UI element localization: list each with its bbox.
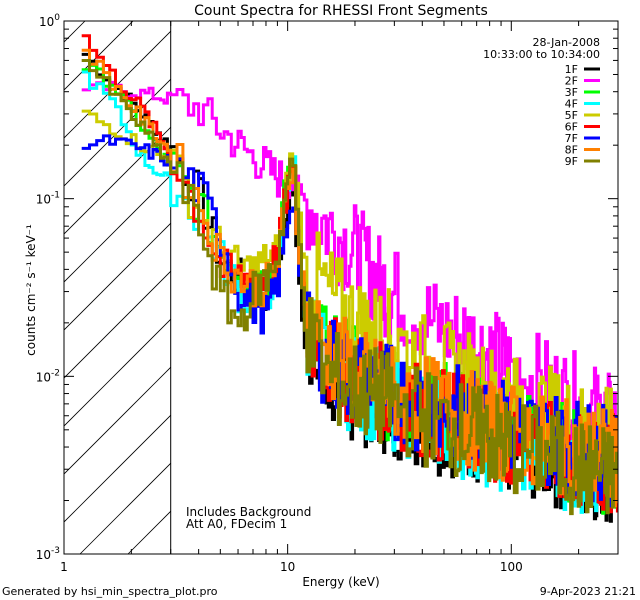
time-range-annotation: 10:33:00 to 10:34:00 bbox=[483, 48, 600, 61]
hatch-line bbox=[64, 30, 171, 139]
hatch-line bbox=[64, 222, 171, 331]
legend-label-8F: 8F bbox=[565, 144, 578, 157]
y-axis-label: counts cm⁻² s⁻¹ keV⁻¹ bbox=[24, 224, 38, 356]
x-tick-label: 1 bbox=[60, 560, 68, 574]
x-tick-label: 100 bbox=[500, 560, 523, 574]
x-axis-label: Energy (keV) bbox=[302, 575, 379, 589]
y-tick-label: 10-2 bbox=[36, 368, 60, 384]
x-tick-labels: 1 10 100 bbox=[60, 560, 523, 574]
y-tick-label: 10-3 bbox=[36, 546, 60, 562]
legend-label-9F: 9F bbox=[565, 155, 578, 168]
hatch-line bbox=[64, 414, 171, 523]
hatch-line bbox=[64, 21, 86, 43]
timestamp-footer: 9-Apr-2023 21:21 bbox=[540, 585, 636, 598]
hatch-line bbox=[64, 21, 134, 91]
x-tick-label: 10 bbox=[280, 560, 295, 574]
generated-by-footer: Generated by hsi_min_spectra_plot.pro bbox=[2, 585, 218, 598]
hatch-line bbox=[64, 366, 171, 475]
legend-label-6F: 6F bbox=[565, 121, 578, 134]
chart-title: Count Spectra for RHESSI Front Segments bbox=[194, 3, 488, 19]
legend-label-5F: 5F bbox=[565, 109, 578, 122]
y-tick-label: 10-1 bbox=[36, 191, 60, 207]
legend-label-1F: 1F bbox=[565, 63, 578, 76]
legend-label-3F: 3F bbox=[565, 86, 578, 99]
axis-ticks bbox=[63, 20, 619, 555]
hatch-line bbox=[79, 462, 171, 554]
legend-label-2F: 2F bbox=[565, 75, 578, 88]
series-layer bbox=[81, 34, 618, 523]
y-tick-label: 100 bbox=[39, 13, 60, 29]
series-line-8F bbox=[81, 48, 618, 508]
attenuator-note: Att A0, FDecim 1 bbox=[186, 517, 287, 531]
y-tick-labels: 100 10-1 10-2 10-3 bbox=[36, 13, 61, 562]
legend-label-7F: 7F bbox=[565, 132, 578, 145]
series-line-9F bbox=[81, 59, 618, 516]
plot-frame bbox=[63, 20, 619, 555]
hatch-line bbox=[64, 270, 171, 379]
background-note: Includes Background bbox=[186, 505, 311, 519]
date-annotation: 28-Jan-2008 bbox=[533, 36, 601, 49]
legend-label-4F: 4F bbox=[565, 98, 578, 111]
